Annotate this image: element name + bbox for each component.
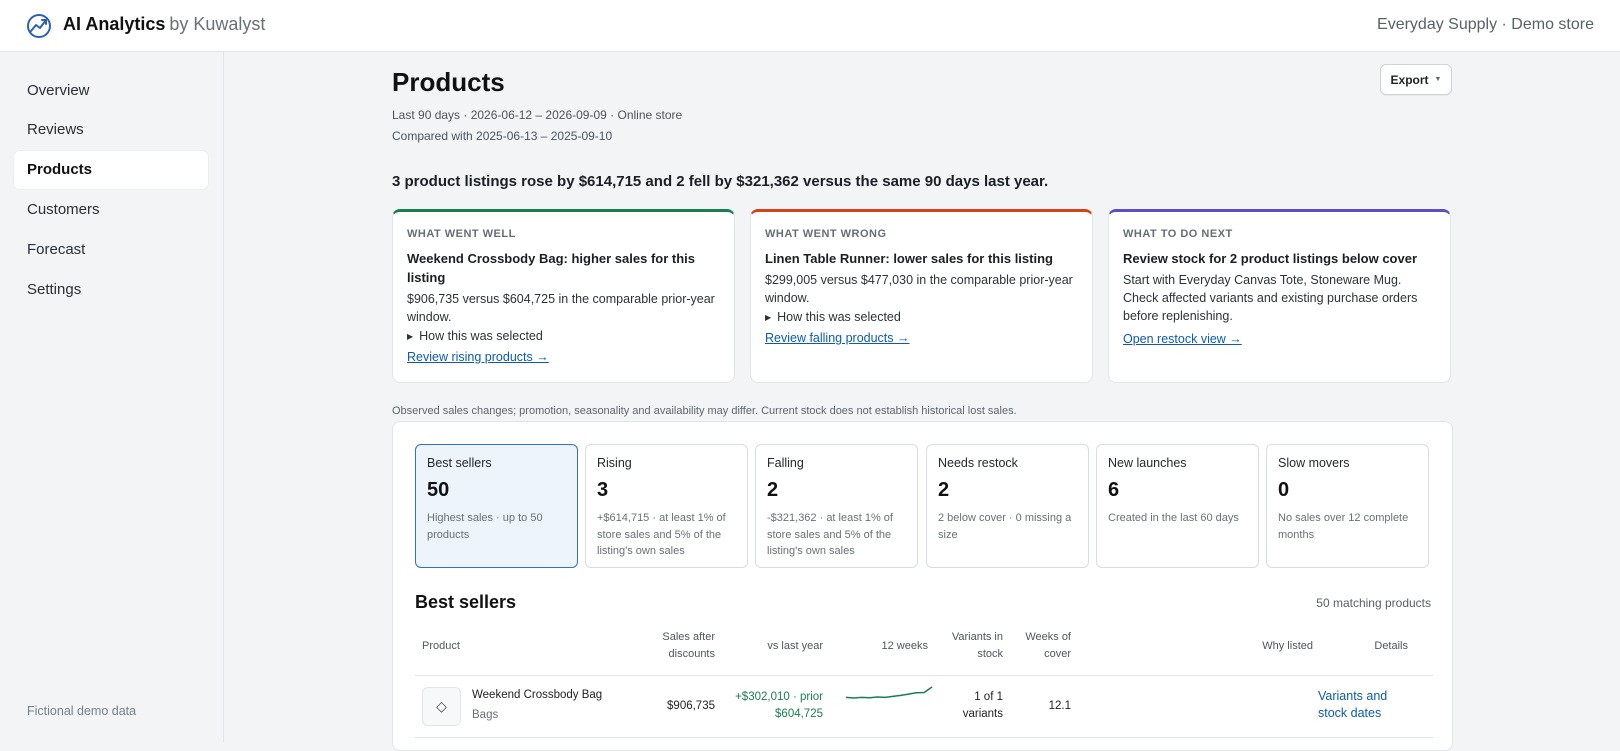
sidebar-item-overview[interactable]: Overview (27, 82, 90, 99)
table-header-divider (415, 675, 1433, 676)
product-variants: 1 of 1 variants (962, 691, 1003, 720)
segment-value: 0 (1278, 479, 1290, 501)
triangle-right-icon: ▶ (765, 312, 772, 322)
card-kicker: WHAT WENT WRONG (765, 228, 887, 240)
sidebar: Overview Reviews Products Customers Fore… (0, 52, 224, 742)
card-kicker: WHAT WENT WELL (407, 228, 516, 240)
segment-slow-movers[interactable]: Slow movers 0 No sales over 12 complete … (1266, 444, 1429, 568)
analytics-chart-icon (27, 14, 51, 38)
product-vs-last-year: +$302,010 · prior $604,725 (735, 691, 823, 720)
card-body: Start with Everyday Canvas Tote, Stonewa… (1123, 273, 1418, 323)
disclosure-label: How this was selected (777, 310, 901, 324)
segment-description: Created in the last 60 days (1108, 512, 1239, 524)
demo-data-note: Fictional demo data (27, 704, 137, 718)
insight-card-next-step: WHAT TO DO NEXT Review stock for 2 produ… (1108, 209, 1451, 383)
summary-headline: 3 product listings rose by $614,715 and … (392, 173, 1049, 190)
card-kicker: WHAT TO DO NEXT (1123, 228, 1233, 240)
main-content: Products Export ▼ Last 90 days · 2026-06… (225, 52, 1620, 751)
product-weeks-of-cover: 12.1 (1048, 700, 1071, 712)
triangle-right-icon: ▶ (407, 331, 414, 341)
segment-rising[interactable]: Rising 3 +$614,715 · at least 1% of stor… (585, 444, 748, 568)
table-title: Best sellers (415, 592, 517, 612)
variants-stock-link[interactable]: Variants and stock dates (1318, 689, 1388, 720)
review-rising-link[interactable]: Review rising products → (407, 350, 549, 364)
how-selected-toggle[interactable]: ▶ How this was selected (765, 310, 1078, 324)
product-category: Bags (472, 709, 499, 721)
segment-label: Rising (597, 456, 632, 470)
comparison-range: Compared with 2025-06-13 – 2025-09-10 (392, 129, 613, 143)
card-title: Linen Table Runner: lower sales for this… (765, 251, 1053, 266)
sidebar-item-reviews[interactable]: Reviews (27, 121, 84, 138)
segment-description: No sales over 12 complete months (1278, 512, 1409, 541)
store-name[interactable]: Everyday Supply · Demo store (1377, 16, 1594, 33)
sidebar-item-customers[interactable]: Customers (27, 201, 100, 218)
card-title: Review stock for 2 product listings belo… (1123, 251, 1418, 266)
export-button[interactable]: Export ▼ (1380, 64, 1452, 95)
segment-label: Falling (767, 456, 804, 470)
sales-sparkline (845, 686, 933, 699)
how-selected-toggle[interactable]: ▶ How this was selected (407, 329, 720, 343)
match-count: 50 matching products (1316, 596, 1431, 610)
segment-label: New launches (1108, 456, 1187, 470)
diamond-icon: ◇ (422, 687, 461, 726)
disclosure-label: How this was selected (419, 329, 543, 343)
app-vendor: by Kuwalyst (169, 14, 266, 34)
col-header-product[interactable]: Product (422, 640, 460, 652)
card-body: $299,005 versus $477,030 in the comparab… (765, 273, 1073, 305)
product-sales: $906,735 (667, 700, 715, 712)
segment-new-launches[interactable]: New launches 6 Created in the last 60 da… (1096, 444, 1259, 568)
page-title: Products (392, 67, 505, 97)
col-header-why-listed: Why listed (1262, 640, 1313, 652)
insight-card-went-well: WHAT WENT WELL Weekend Crossbody Bag: hi… (392, 209, 735, 383)
review-falling-link[interactable]: Review falling products → (765, 331, 910, 345)
export-label: Export (1390, 72, 1429, 87)
card-body: $906,735 versus $604,725 in the comparab… (407, 292, 715, 324)
sidebar-item-settings[interactable]: Settings (27, 281, 82, 298)
sidebar-item-products[interactable]: Products (14, 151, 208, 189)
segment-description: +$614,715 · at least 1% of store sales a… (597, 512, 726, 557)
date-range: Last 90 days · 2026-06-12 – 2026-09-09 ·… (392, 108, 683, 122)
table-row-divider (415, 737, 1433, 738)
segment-description: Highest sales · up to 50 products (427, 512, 543, 541)
card-title: Weekend Crossbody Bag: higher sales for … (407, 251, 695, 285)
sparkline-series (845, 686, 933, 699)
col-header-details: Details (1374, 640, 1408, 652)
segment-value: 2 (938, 479, 950, 501)
col-header-sales[interactable]: Sales after discounts (662, 631, 715, 660)
segment-value: 50 (427, 479, 450, 501)
sidebar-item-forecast[interactable]: Forecast (27, 241, 86, 258)
caret-down-icon: ▼ (1434, 76, 1442, 83)
segment-label: Needs restock (938, 456, 1018, 470)
segment-best-sellers[interactable]: Best sellers 50 Highest sales · up to 50… (415, 444, 578, 568)
segment-label: Slow movers (1278, 456, 1350, 470)
segment-value: 2 (767, 479, 779, 501)
segment-description: 2 below cover · 0 missing a size (938, 512, 1072, 541)
segment-needs-restock[interactable]: Needs restock 2 2 below cover · 0 missin… (926, 444, 1089, 568)
col-header-12-weeks: 12 weeks (881, 640, 928, 652)
product-name[interactable]: Weekend Crossbody Bag (472, 689, 603, 701)
segment-value: 3 (597, 479, 609, 501)
insight-card-went-wrong: WHAT WENT WRONG Linen Table Runner: lowe… (750, 209, 1093, 383)
col-header-vs-last-year[interactable]: vs last year (767, 640, 823, 652)
segment-description: -$321,362 · at least 1% of store sales a… (767, 512, 893, 557)
segment-value: 6 (1108, 479, 1120, 501)
top-bar: AI Analytics by Kuwalyst Everyday Supply … (0, 0, 1620, 52)
app-brand[interactable]: AI Analytics by Kuwalyst (63, 14, 265, 35)
col-header-variants[interactable]: Variants in stock (951, 631, 1003, 660)
col-header-weeks-of-cover[interactable]: Weeks of cover (1025, 631, 1071, 660)
open-restock-link[interactable]: Open restock view → (1123, 332, 1242, 346)
segment-label: Best sellers (427, 456, 492, 470)
data-disclaimer: Observed sales changes; promotion, seaso… (392, 405, 1017, 417)
segment-falling[interactable]: Falling 2 -$321,362 · at least 1% of sto… (755, 444, 918, 568)
products-panel: Best sellers 50 Highest sales · up to 50… (392, 421, 1453, 751)
app-name: AI Analytics (63, 14, 166, 34)
